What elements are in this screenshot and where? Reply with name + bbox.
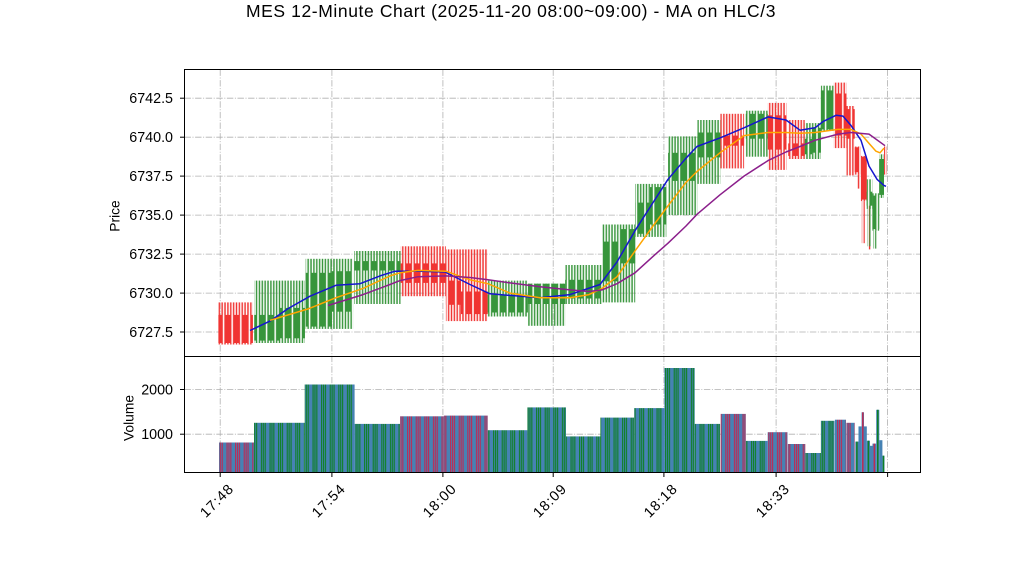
svg-text:6740.0: 6740.0 bbox=[129, 130, 173, 146]
svg-text:6735.0: 6735.0 bbox=[129, 208, 173, 224]
svg-text:Price: Price bbox=[108, 200, 123, 232]
svg-text:2000: 2000 bbox=[141, 383, 173, 399]
svg-text:MES 12-Minute Chart (2025-11-2: MES 12-Minute Chart (2025-11-20 08:00~09… bbox=[246, 1, 776, 21]
svg-text:Volume: Volume bbox=[121, 395, 136, 441]
svg-text:6730.0: 6730.0 bbox=[129, 286, 173, 302]
svg-text:6742.5: 6742.5 bbox=[129, 91, 173, 107]
svg-text:1000: 1000 bbox=[141, 427, 173, 443]
svg-text:6732.5: 6732.5 bbox=[129, 247, 173, 263]
svg-text:6727.5: 6727.5 bbox=[129, 325, 173, 341]
svg-text:6737.5: 6737.5 bbox=[129, 169, 173, 185]
